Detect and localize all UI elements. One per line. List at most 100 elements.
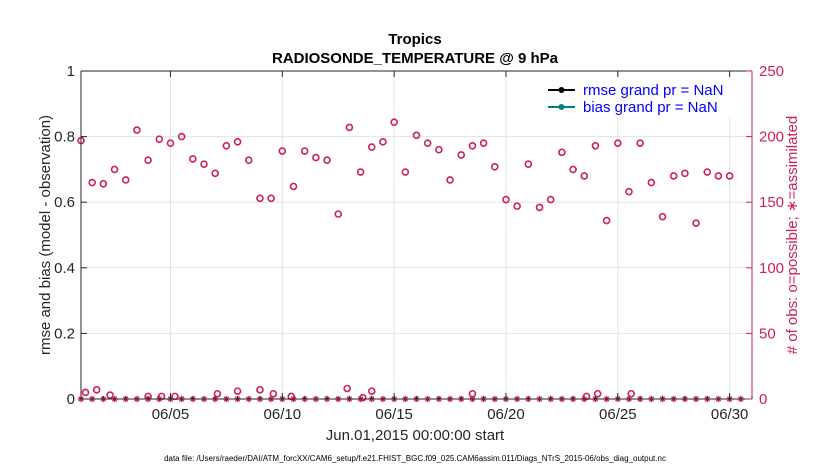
plot-area	[81, 71, 752, 399]
obs-possible-point	[524, 160, 533, 168]
x-tick-label: 06/25	[599, 406, 637, 423]
axis-ticks: 06/05 06/10 06/15 06/20 06/25 06/30 0 0.2 0.4 0.6…	[54, 63, 784, 423]
obs-possible-point	[200, 160, 208, 168]
obs-possible-point	[81, 388, 90, 397]
obs-possible-point	[244, 156, 253, 165]
obs-possible-point	[379, 138, 387, 146]
obs-possible-point	[479, 139, 488, 147]
obs-possible-point	[423, 139, 432, 147]
obs-possible-point	[99, 180, 108, 188]
chart-title: Tropics	[388, 31, 441, 48]
obs-possible-point	[144, 156, 152, 165]
obs-possible-point	[300, 147, 309, 155]
obs-possible-point	[334, 210, 343, 218]
obs-possible-point	[269, 389, 278, 398]
y-left-tick-label: 0.2	[54, 325, 75, 342]
obs-possible-point	[725, 172, 734, 180]
obs-possible-point	[502, 195, 510, 204]
obs-possible-point	[121, 176, 130, 184]
obs-possible-point	[166, 139, 175, 147]
obs-possible-point	[535, 203, 544, 212]
obs-possible-point	[593, 389, 602, 398]
obs-possible-point	[278, 147, 287, 155]
obs-possible-point	[222, 141, 231, 150]
obs-possible-point	[627, 389, 636, 398]
obs-possible-point	[106, 391, 114, 399]
legend-rmse-label: rmse grand pr = NaN	[583, 82, 723, 99]
obs-possible-point	[213, 389, 222, 398]
obs-possible-point	[658, 212, 667, 221]
obs-possible-point	[435, 145, 443, 154]
obs-possible-point	[703, 168, 712, 176]
y-axis-right-label: # of obs: o=possible; ∗=assimilated	[784, 116, 801, 355]
obs-possible-point	[211, 169, 219, 178]
obs-possible-point	[367, 143, 376, 151]
y-left-tick-label: 0.4	[54, 260, 75, 277]
obs-possible-point	[267, 194, 275, 203]
legend-rmse-marker	[558, 87, 565, 93]
obs-possible-point	[591, 141, 600, 150]
obs-possible-point	[323, 156, 331, 165]
obs-possible-point	[580, 172, 589, 180]
obs-possible-point	[681, 169, 689, 178]
obs-possible-point	[92, 386, 101, 394]
obs-possible-point	[692, 219, 700, 227]
obs-possible-point	[233, 138, 242, 146]
obs-possible-point	[625, 187, 633, 196]
obs-possible-point	[490, 162, 499, 171]
obs-possible-point	[345, 123, 354, 132]
obs-possible-point	[602, 216, 611, 225]
obs-possible-point	[312, 153, 320, 162]
y-right-tick-label: 250	[759, 63, 784, 80]
obs-possible-point	[177, 132, 186, 141]
obs-possible-point	[457, 151, 466, 159]
obs-possible-point	[613, 139, 622, 147]
obs-possible-point	[233, 387, 242, 395]
footnote: data file: /Users/raeder/DAI/ATM_forcXX/…	[164, 454, 666, 463]
obs-possible-point	[356, 168, 365, 176]
obs-possible-point	[256, 386, 264, 394]
obs-possible-point	[412, 131, 421, 140]
x-tick-label: 06/15	[375, 406, 413, 423]
y-right-tick-label: 150	[759, 194, 784, 211]
x-tick-label: 06/10	[264, 406, 302, 423]
obs-possible-point	[110, 165, 119, 174]
obs-possible-point	[468, 141, 477, 150]
chart-subtitle: RADIOSONDE_TEMPERATURE @ 9 hPa	[272, 50, 559, 67]
y-left-tick-label: 1	[67, 63, 75, 80]
obs-possible-point	[636, 139, 644, 147]
obs-possible-point	[446, 176, 454, 184]
obs-possible-point	[401, 168, 410, 176]
y-left-tick-label: 0.6	[54, 194, 75, 211]
obs-possible-point	[669, 172, 678, 180]
y-right-tick-label: 100	[759, 260, 784, 277]
legend-bias-marker	[558, 104, 565, 110]
y-axis-left-label: rmse and bias (model - observation)	[37, 115, 54, 355]
obs-possible-point	[558, 148, 566, 157]
obs-possible-point	[513, 202, 521, 210]
y-left-tick-label: 0	[67, 391, 75, 408]
obs-possible-point	[546, 195, 555, 204]
obs-possible-point	[343, 384, 351, 393]
obs-possible-point	[647, 178, 656, 187]
obs-possible-point	[714, 172, 723, 180]
obs-possible-point	[88, 178, 96, 187]
y-left-tick-label: 0.8	[54, 129, 75, 146]
y-right-tick-label: 0	[759, 391, 767, 408]
legend-bias-label: bias grand pr = NaN	[583, 99, 718, 116]
x-tick-label: 06/30	[711, 406, 749, 423]
x-tick-label: 06/20	[487, 406, 525, 423]
obs-possible-point	[569, 165, 577, 174]
obs-possible-point	[390, 118, 398, 126]
obs-possible-point	[256, 194, 264, 203]
x-tick-label: 06/05	[152, 406, 190, 423]
obs-possible-point	[289, 182, 298, 191]
y-right-tick-label: 200	[759, 129, 784, 146]
obs-possible-point	[367, 387, 376, 395]
legend: rmse grand pr = NaN bias grand pr = NaN	[528, 77, 748, 117]
legend-box	[528, 77, 748, 117]
obs-possible-point	[155, 135, 164, 144]
obs-possible-point	[189, 155, 197, 163]
obs-possible-point	[133, 126, 141, 134]
